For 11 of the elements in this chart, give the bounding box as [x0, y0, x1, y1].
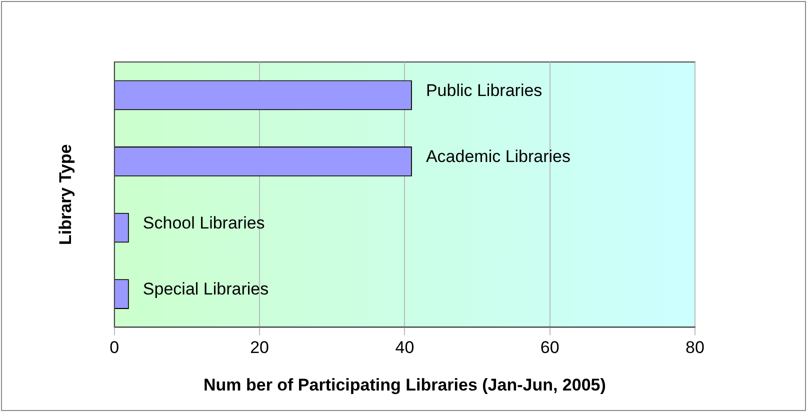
y-axis-title: Library Type	[56, 144, 75, 245]
x-axis-title: Num ber of Participating Libraries (Jan-Jun, 2005)	[203, 375, 606, 394]
x-tick-label: 0	[110, 338, 120, 358]
y-tick-label: Academic Libraries	[426, 147, 571, 166]
x-tick-label: 80	[686, 338, 704, 358]
x-tick-label: 40	[395, 338, 414, 358]
y-tick-label: School Libraries	[142, 213, 265, 232]
x-tick-label: 60	[540, 338, 560, 358]
y-tick-label: Public Libraries	[426, 80, 542, 100]
x-tick-label: 20	[250, 338, 270, 358]
y-tick-label: Special Libraries	[142, 280, 269, 299]
